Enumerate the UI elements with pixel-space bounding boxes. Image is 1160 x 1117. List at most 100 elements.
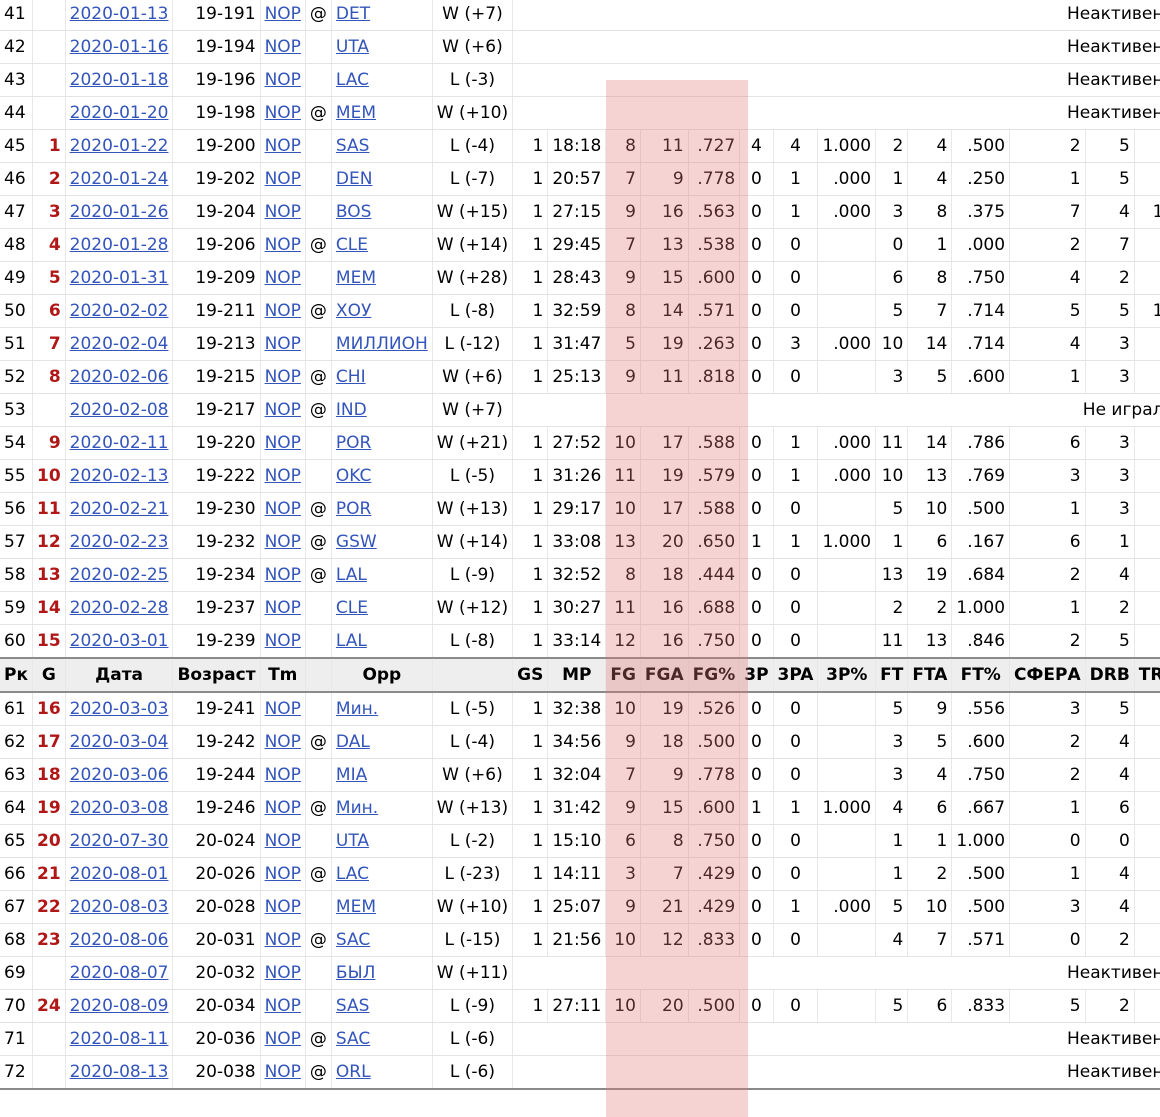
date-cell-link[interactable]: 2020-01-26 (69, 202, 169, 222)
team-cell-link[interactable]: NOP (264, 864, 301, 884)
opponent-cell-link[interactable]: MEM (335, 103, 376, 123)
date-cell-link[interactable]: 2020-08-11 (69, 1029, 169, 1049)
date-cell-link[interactable]: 2020-03-08 (69, 798, 169, 818)
date-cell-link[interactable]: 2020-01-20 (69, 103, 169, 123)
team-cell-link[interactable]: NOP (264, 400, 301, 420)
date-cell-link[interactable]: 2020-02-04 (69, 334, 169, 354)
team-cell-link[interactable]: NOP (264, 1062, 301, 1082)
opponent-cell-link[interactable]: OKC (335, 466, 372, 486)
team-cell-link[interactable]: NOP (264, 466, 301, 486)
team-cell-link[interactable]: NOP (264, 963, 301, 983)
team-cell-link[interactable]: NOP (264, 699, 301, 719)
team-cell-link[interactable]: NOP (264, 37, 301, 57)
opponent-cell-link[interactable]: LAC (335, 70, 369, 90)
opponent-cell-link[interactable]: MEM (335, 897, 376, 917)
date-cell-link[interactable]: 2020-03-03 (69, 699, 169, 719)
fga-cell: 17 (640, 426, 689, 460)
team-cell-link[interactable]: NOP (264, 732, 301, 752)
opponent-cell-link[interactable]: ORL (335, 1062, 371, 1082)
opponent-cell-link[interactable]: CLE (335, 235, 369, 255)
date-cell-link[interactable]: 2020-03-06 (69, 765, 169, 785)
team-cell-link[interactable]: NOP (264, 831, 301, 851)
opponent-cell-link[interactable]: Мин. (335, 798, 379, 818)
date-cell-link[interactable]: 2020-08-01 (69, 864, 169, 884)
team-cell-link[interactable]: NOP (264, 499, 301, 519)
opponent-cell-link[interactable]: UTA (335, 37, 370, 57)
column-header: 3P% (817, 657, 877, 693)
opponent-cell-link[interactable]: BOS (335, 202, 372, 222)
date-cell-link[interactable]: 2020-01-24 (69, 169, 169, 189)
opponent-cell-link[interactable]: CHI (335, 367, 366, 387)
rank-cell: 62 (0, 725, 33, 759)
date-cell-link[interactable]: 2020-08-13 (69, 1062, 169, 1082)
date-cell-link[interactable]: 2020-02-06 (69, 367, 169, 387)
date-cell-link[interactable]: 2020-01-28 (69, 235, 169, 255)
date-cell-link[interactable]: 2020-02-11 (69, 433, 169, 453)
team-cell-link[interactable]: NOP (264, 301, 301, 321)
date-cell-link[interactable]: 2020-01-31 (69, 268, 169, 288)
date-cell-link[interactable]: 2020-08-06 (69, 930, 169, 950)
date-cell-link[interactable]: 2020-08-03 (69, 897, 169, 917)
team-cell-link[interactable]: NOP (264, 136, 301, 156)
date-cell-link[interactable]: 2020-02-23 (69, 532, 169, 552)
opponent-cell-link[interactable]: SAC (335, 1029, 371, 1049)
opponent-cell-link[interactable]: UTA (335, 831, 370, 851)
opponent-cell-link[interactable]: MEM (335, 268, 376, 288)
opponent-cell-link[interactable]: DAL (335, 732, 370, 752)
opponent-cell-link[interactable]: БЫЛ (335, 963, 376, 983)
team-cell-link[interactable]: NOP (264, 4, 301, 24)
opponent-cell-link[interactable]: IND (335, 400, 367, 420)
team-cell-link[interactable]: NOP (264, 70, 301, 90)
opponent-cell-link[interactable]: DEN (335, 169, 373, 189)
date-cell-link[interactable]: 2020-08-07 (69, 963, 169, 983)
date-cell-link[interactable]: 2020-01-13 (69, 4, 169, 24)
opponent-cell-link[interactable]: SAS (335, 996, 370, 1016)
team-cell-link[interactable]: NOP (264, 631, 301, 651)
opponent-cell-link[interactable]: GSW (335, 532, 377, 552)
team-cell-link[interactable]: NOP (264, 103, 301, 123)
opponent-cell-link[interactable]: LAL (335, 565, 367, 585)
date-cell-link[interactable]: 2020-08-09 (69, 996, 169, 1016)
opponent-cell-link[interactable]: LAL (335, 631, 367, 651)
mp-cell: 32:59 (547, 294, 607, 328)
date-cell-link[interactable]: 2020-02-08 (69, 400, 169, 420)
date-cell-link[interactable]: 2020-01-22 (69, 136, 169, 156)
date-cell-link[interactable]: 2020-02-02 (69, 301, 169, 321)
date-cell-link[interactable]: 2020-07-30 (69, 831, 169, 851)
opponent-cell-link[interactable]: МИЛЛИОН (335, 334, 428, 354)
team-cell-link[interactable]: NOP (264, 565, 301, 585)
team-cell-link[interactable]: NOP (264, 532, 301, 552)
team-cell-link[interactable]: NOP (264, 598, 301, 618)
opponent-cell-link[interactable]: CLE (335, 598, 369, 618)
opponent-cell-link[interactable]: POR (335, 499, 372, 519)
opponent-cell-link[interactable]: LAC (335, 864, 369, 884)
date-cell-link[interactable]: 2020-01-18 (69, 70, 169, 90)
team-cell-link[interactable]: NOP (264, 169, 301, 189)
team-cell-link[interactable]: NOP (264, 235, 301, 255)
opponent-cell-link[interactable]: ХОУ (335, 301, 372, 321)
team-cell-link[interactable]: NOP (264, 334, 301, 354)
team-cell-link[interactable]: NOP (264, 433, 301, 453)
date-cell-link[interactable]: 2020-03-04 (69, 732, 169, 752)
team-cell-link[interactable]: NOP (264, 1029, 301, 1049)
date-cell-link[interactable]: 2020-01-16 (69, 37, 169, 57)
team-cell-link[interactable]: NOP (264, 996, 301, 1016)
team-cell-link[interactable]: NOP (264, 765, 301, 785)
team-cell-link[interactable]: NOP (264, 930, 301, 950)
team-cell-link[interactable]: NOP (264, 202, 301, 222)
opponent-cell-link[interactable]: Мин. (335, 699, 379, 719)
date-cell-link[interactable]: 2020-02-28 (69, 598, 169, 618)
opponent-cell-link[interactable]: SAS (335, 136, 370, 156)
date-cell-link[interactable]: 2020-02-21 (69, 499, 169, 519)
team-cell-link[interactable]: NOP (264, 268, 301, 288)
team-cell-link[interactable]: NOP (264, 367, 301, 387)
team-cell-link[interactable]: NOP (264, 798, 301, 818)
opponent-cell-link[interactable]: POR (335, 433, 372, 453)
team-cell-link[interactable]: NOP (264, 897, 301, 917)
opponent-cell-link[interactable]: MIA (335, 765, 368, 785)
date-cell-link[interactable]: 2020-02-25 (69, 565, 169, 585)
date-cell-link[interactable]: 2020-02-13 (69, 466, 169, 486)
opponent-cell-link[interactable]: DET (335, 4, 371, 24)
date-cell-link[interactable]: 2020-03-01 (69, 631, 169, 651)
opponent-cell-link[interactable]: SAC (335, 930, 371, 950)
